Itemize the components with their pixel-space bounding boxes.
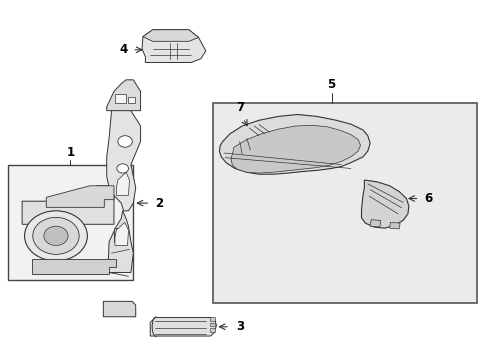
Circle shape bbox=[118, 136, 132, 147]
Text: 2: 2 bbox=[155, 197, 163, 210]
Text: 5: 5 bbox=[327, 78, 335, 91]
Polygon shape bbox=[115, 222, 128, 246]
Polygon shape bbox=[369, 220, 380, 227]
Polygon shape bbox=[46, 186, 114, 207]
Polygon shape bbox=[108, 211, 133, 273]
Circle shape bbox=[44, 226, 68, 246]
Polygon shape bbox=[152, 321, 210, 332]
Polygon shape bbox=[22, 186, 114, 224]
Bar bbox=[209, 323, 215, 327]
Polygon shape bbox=[114, 228, 126, 242]
Polygon shape bbox=[32, 259, 116, 274]
Text: 7: 7 bbox=[236, 101, 244, 114]
Bar bbox=[127, 97, 135, 103]
Polygon shape bbox=[106, 107, 140, 211]
Circle shape bbox=[33, 217, 79, 255]
Bar bbox=[213, 103, 476, 303]
Circle shape bbox=[117, 164, 128, 173]
Bar bbox=[209, 317, 215, 321]
Polygon shape bbox=[230, 125, 360, 173]
Polygon shape bbox=[103, 301, 136, 317]
Bar bbox=[209, 328, 215, 332]
Polygon shape bbox=[361, 180, 408, 228]
Polygon shape bbox=[106, 80, 140, 111]
Circle shape bbox=[24, 211, 87, 261]
Text: 6: 6 bbox=[424, 192, 432, 205]
Polygon shape bbox=[150, 318, 216, 336]
Polygon shape bbox=[142, 30, 198, 41]
Polygon shape bbox=[219, 114, 369, 174]
Text: 3: 3 bbox=[235, 320, 244, 333]
Text: 4: 4 bbox=[119, 43, 127, 56]
Polygon shape bbox=[142, 30, 205, 63]
Polygon shape bbox=[389, 222, 399, 229]
Polygon shape bbox=[116, 172, 129, 195]
Bar bbox=[8, 165, 133, 280]
Bar bbox=[115, 94, 125, 103]
Text: 1: 1 bbox=[66, 146, 74, 159]
